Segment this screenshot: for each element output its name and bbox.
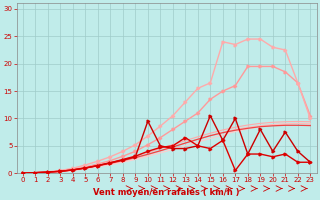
X-axis label: Vent moyen/en rafales ( km/h ): Vent moyen/en rafales ( km/h ) (93, 188, 240, 197)
